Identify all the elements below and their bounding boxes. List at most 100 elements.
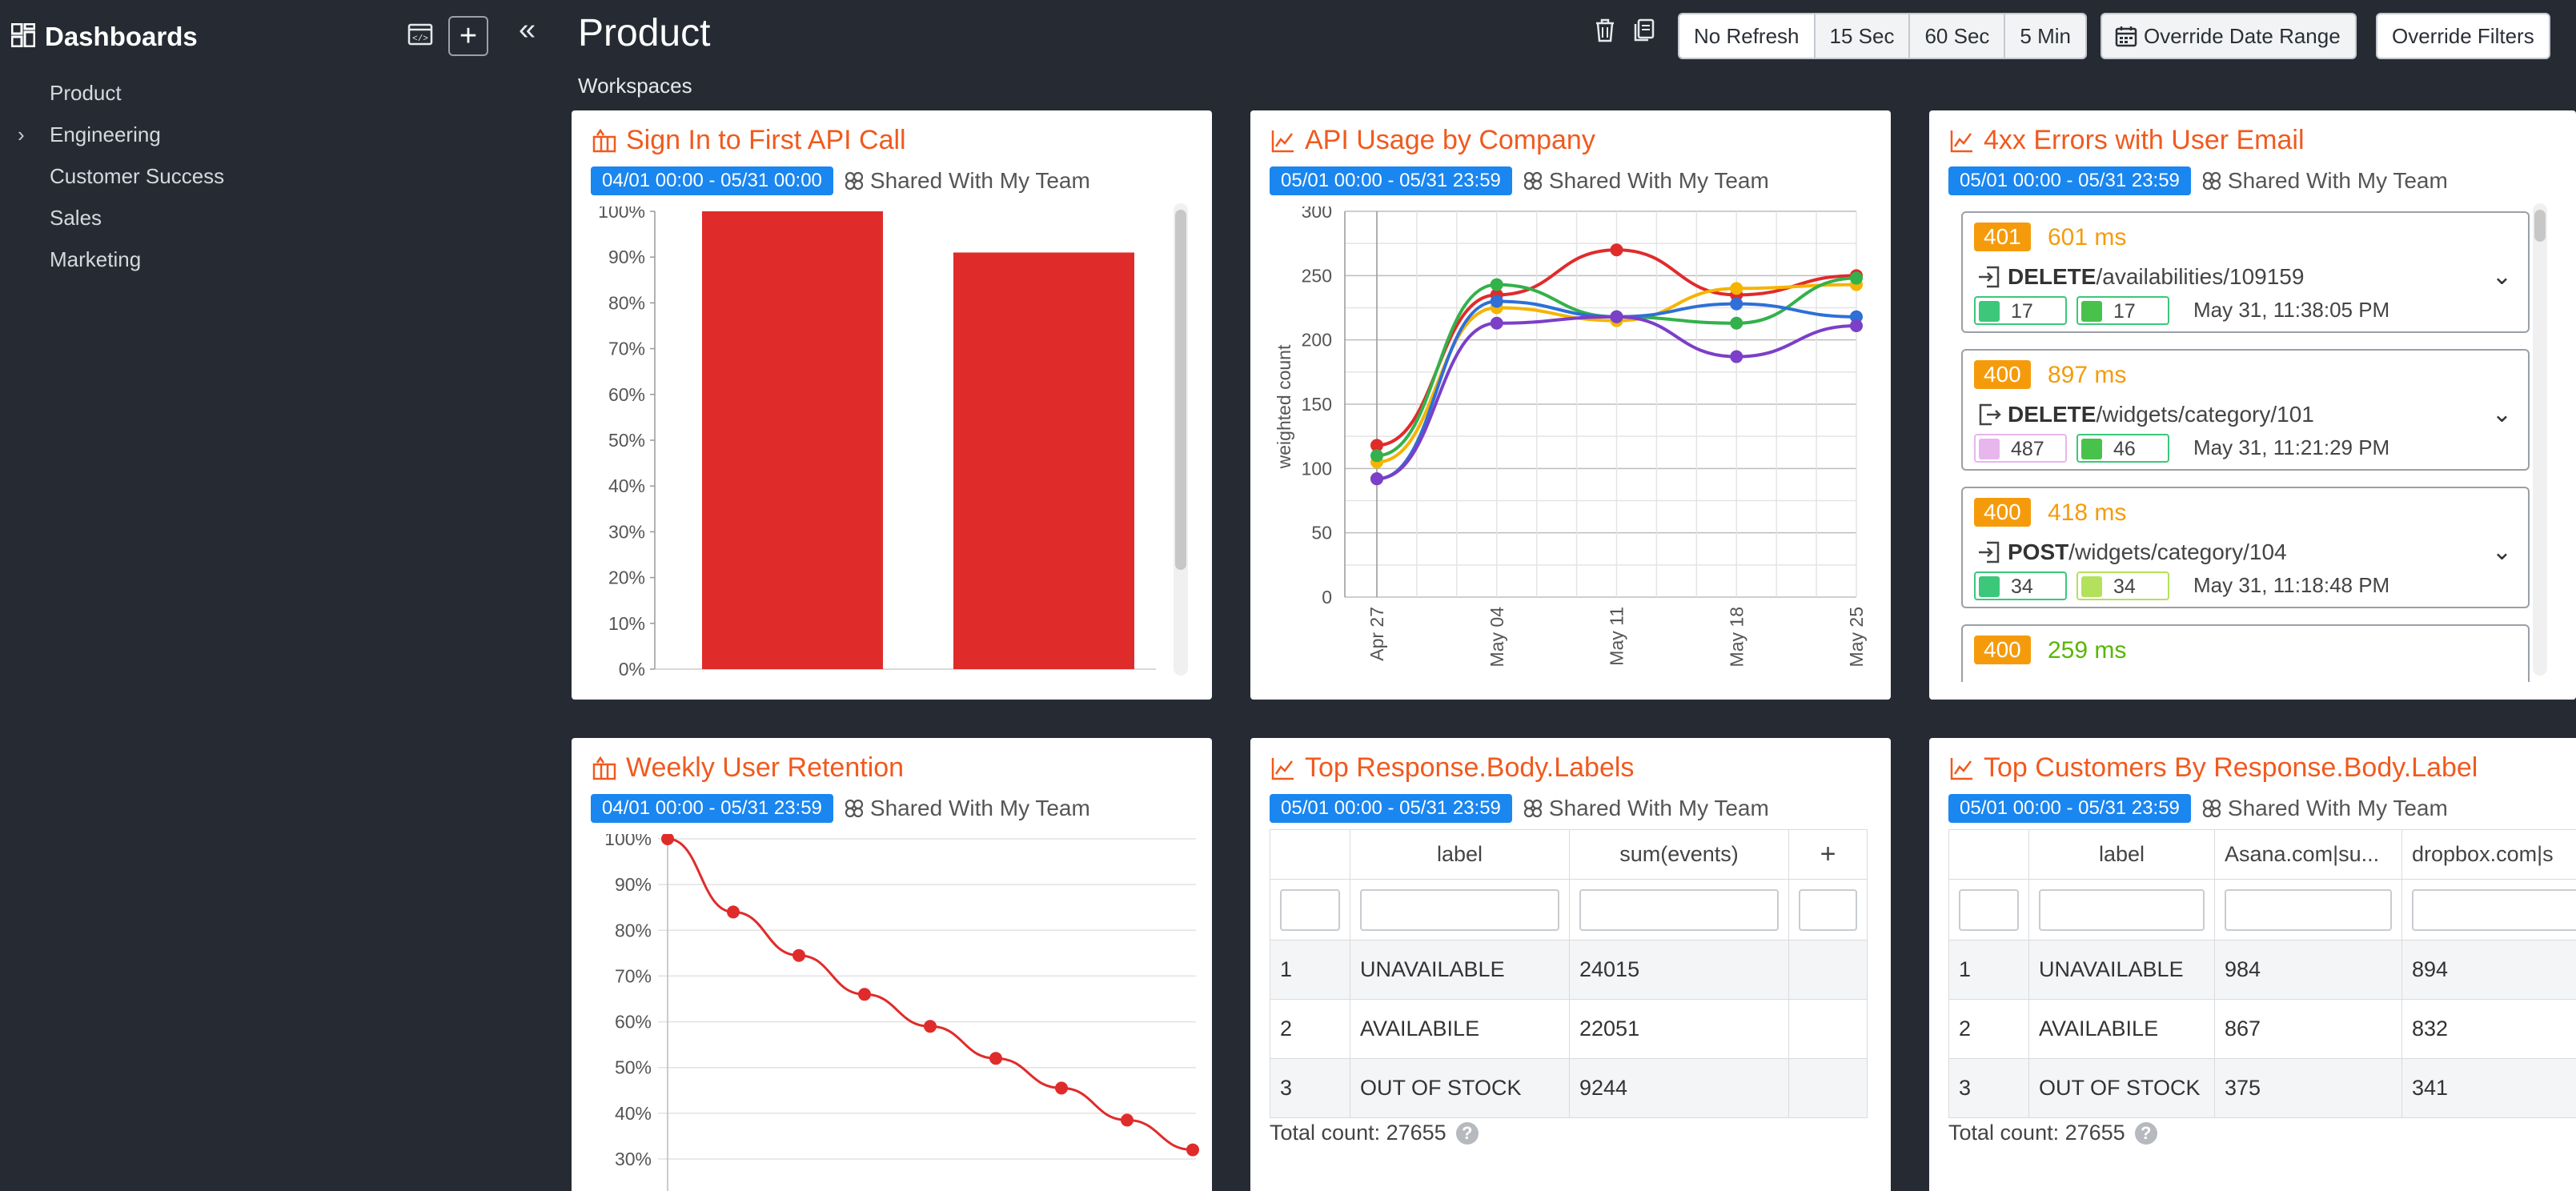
y-tick-label: 50% xyxy=(608,430,645,451)
table-row[interactable]: 3 OUT OF STOCK 375 341 xyxy=(1948,1058,2576,1118)
chevron-right-icon[interactable]: › xyxy=(18,122,25,146)
sidebar-list: Product › Engineering Customer Success Sa… xyxy=(0,72,552,280)
sidebar-item-engineering[interactable]: › Engineering xyxy=(0,114,552,155)
scrollbar-thumb[interactable] xyxy=(2534,210,2546,242)
help-icon[interactable]: ? xyxy=(2134,1121,2157,1145)
refresh-option-15s[interactable]: 15 Sec xyxy=(1813,14,1909,58)
event-timestamp: May 31, 11:18:48 PM xyxy=(2193,573,2390,597)
scrollbar-thumb[interactable] xyxy=(1175,210,1186,570)
scrollbar-track[interactable] xyxy=(2533,203,2547,676)
add-dashboard-button[interactable]: + xyxy=(448,16,488,56)
refresh-option-60s[interactable]: 60 Sec xyxy=(1908,14,2004,58)
scrollbar-track[interactable] xyxy=(1174,203,1188,676)
sidebar-item-product[interactable]: Product xyxy=(50,81,122,105)
filter-input[interactable] xyxy=(1579,888,1779,931)
y-tick-label: 90% xyxy=(608,247,645,267)
data-point xyxy=(1730,297,1743,311)
x-tick-label: May 11 xyxy=(1607,607,1627,666)
bar xyxy=(953,252,1134,670)
y-tick-label: 0 xyxy=(1322,587,1332,608)
error-event-item[interactable]: 401 601 ms DELETE/availabilities/109159 … xyxy=(1961,211,2530,333)
user-count-pill: 34 xyxy=(1974,571,2067,600)
table-header[interactable]: label xyxy=(2028,829,2215,880)
status-code-badge: 400 xyxy=(1974,360,2031,389)
filter-input[interactable] xyxy=(1959,888,2019,931)
y-tick-label: 80% xyxy=(608,292,645,313)
table-row[interactable]: 2 AVAILABILE 867 832 xyxy=(1948,999,2576,1059)
status-code-badge: 400 xyxy=(1974,636,2031,664)
user-count-pill: 487 xyxy=(1974,434,2067,463)
table-header[interactable]: dropbox.com|s xyxy=(2401,829,2576,880)
card-api-usage-by-company: API Usage by Company 05/01 00:00 - 05/31… xyxy=(1250,110,1891,700)
override-date-range-button[interactable]: Override Date Range xyxy=(2101,13,2357,59)
event-timestamp: May 31, 11:38:05 PM xyxy=(2193,298,2390,322)
table-header[interactable]: label xyxy=(1350,829,1570,880)
card-title[interactable]: Sign In to First API Call xyxy=(626,125,906,155)
funnel-chart-icon xyxy=(592,756,616,780)
refresh-option-none[interactable]: No Refresh xyxy=(1679,14,1814,58)
request-out-icon xyxy=(1979,403,2001,426)
data-point xyxy=(1370,449,1383,463)
table-row[interactable]: 1 UNAVAILABLE 984 894 xyxy=(1948,940,2576,1000)
chevron-down-icon[interactable]: ⌄ xyxy=(2491,263,2512,290)
card-title[interactable]: 4xx Errors with User Email xyxy=(1984,125,2305,155)
filter-input[interactable] xyxy=(1799,888,1857,931)
add-column-button[interactable]: + xyxy=(1788,829,1868,880)
event-timestamp: May 31, 11:21:29 PM xyxy=(2193,435,2390,459)
y-tick-label: 0% xyxy=(619,659,645,680)
filter-input[interactable] xyxy=(2039,888,2205,931)
card-title[interactable]: Top Response.Body.Labels xyxy=(1305,752,1635,783)
data-point xyxy=(1730,350,1743,363)
table-row[interactable]: 1 UNAVAILABLE 24015 xyxy=(1270,940,1868,1000)
card-4xx-errors: 4xx Errors with User Email 05/01 00:00 -… xyxy=(1929,110,2576,700)
card-title[interactable]: Weekly User Retention xyxy=(626,752,905,783)
table-header-index xyxy=(1270,829,1350,880)
collapse-sidebar-icon[interactable]: « xyxy=(519,13,536,46)
sidebar-header: Dashboards xyxy=(10,16,198,58)
card-title[interactable]: API Usage by Company xyxy=(1305,125,1595,155)
sidebar-item-sales[interactable]: Sales xyxy=(50,206,102,230)
sign-in-bar-chart: 0% 10% 20% 30% 40% 50% 60% 70% 80% 90% 100% xyxy=(598,207,1156,680)
help-icon[interactable]: ? xyxy=(1455,1121,1479,1145)
data-point xyxy=(1850,310,1863,323)
y-tick-label: 200 xyxy=(1302,330,1332,351)
data-point xyxy=(1370,439,1383,452)
y-tick-label: 70% xyxy=(615,965,652,986)
refresh-interval-selector: No Refresh 15 Sec 60 Sec 5 Min xyxy=(1678,13,2087,59)
latency-value: 418 ms xyxy=(2048,499,2127,526)
embed-dashboard-icon[interactable]: </> xyxy=(407,21,434,52)
y-tick-label: 60% xyxy=(608,384,645,405)
latency-value: 897 ms xyxy=(2048,362,2127,388)
sidebar-item-marketing[interactable]: Marketing xyxy=(50,247,142,271)
y-tick-label: 50% xyxy=(615,1057,652,1078)
data-point xyxy=(1121,1113,1134,1127)
filter-input[interactable] xyxy=(2225,888,2392,931)
card-title[interactable]: Top Customers By Response.Body.Label xyxy=(1984,752,2478,783)
request-in-icon xyxy=(1979,266,2000,288)
error-event-item[interactable]: 400 418 ms POST/widgets/category/104 ⌄ 3… xyxy=(1961,487,2530,608)
table-header[interactable]: Asana.com|su... xyxy=(2214,829,2402,880)
card-top-customers-by-label: Top Customers By Response.Body.Label 05/… xyxy=(1929,738,2576,1191)
request-path: /widgets/category/104 xyxy=(2068,539,2287,564)
trash-icon[interactable] xyxy=(1593,18,1617,47)
chevron-down-icon[interactable]: ⌄ xyxy=(2491,539,2512,565)
filter-input[interactable] xyxy=(2412,888,2576,931)
copy-icon[interactable] xyxy=(1631,18,1655,47)
data-point xyxy=(727,905,740,919)
table-row[interactable]: 2 AVAILABILE 22051 xyxy=(1270,999,1868,1059)
override-filters-button[interactable]: Override Filters xyxy=(2376,13,2550,59)
status-code-badge: 400 xyxy=(1974,498,2031,527)
error-event-item[interactable]: 400 897 ms DELETE/widgets/category/101 ⌄… xyxy=(1961,349,2530,471)
status-code-badge: 401 xyxy=(1974,223,2031,251)
latency-value: 259 ms xyxy=(2048,637,2127,664)
chevron-down-icon[interactable]: ⌄ xyxy=(2491,401,2512,427)
table-row[interactable]: 3 OUT OF STOCK 9244 xyxy=(1270,1058,1868,1118)
table-header-index xyxy=(1948,829,2029,880)
table-header[interactable]: sum(events) xyxy=(1569,829,1789,880)
company-icon xyxy=(2081,439,2102,459)
sidebar-item-customer-success[interactable]: Customer Success xyxy=(50,164,225,188)
y-tick-label: 30% xyxy=(615,1149,652,1169)
filter-input[interactable] xyxy=(1280,888,1340,931)
refresh-option-5m[interactable]: 5 Min xyxy=(2004,14,2085,58)
filter-input[interactable] xyxy=(1360,888,1559,931)
